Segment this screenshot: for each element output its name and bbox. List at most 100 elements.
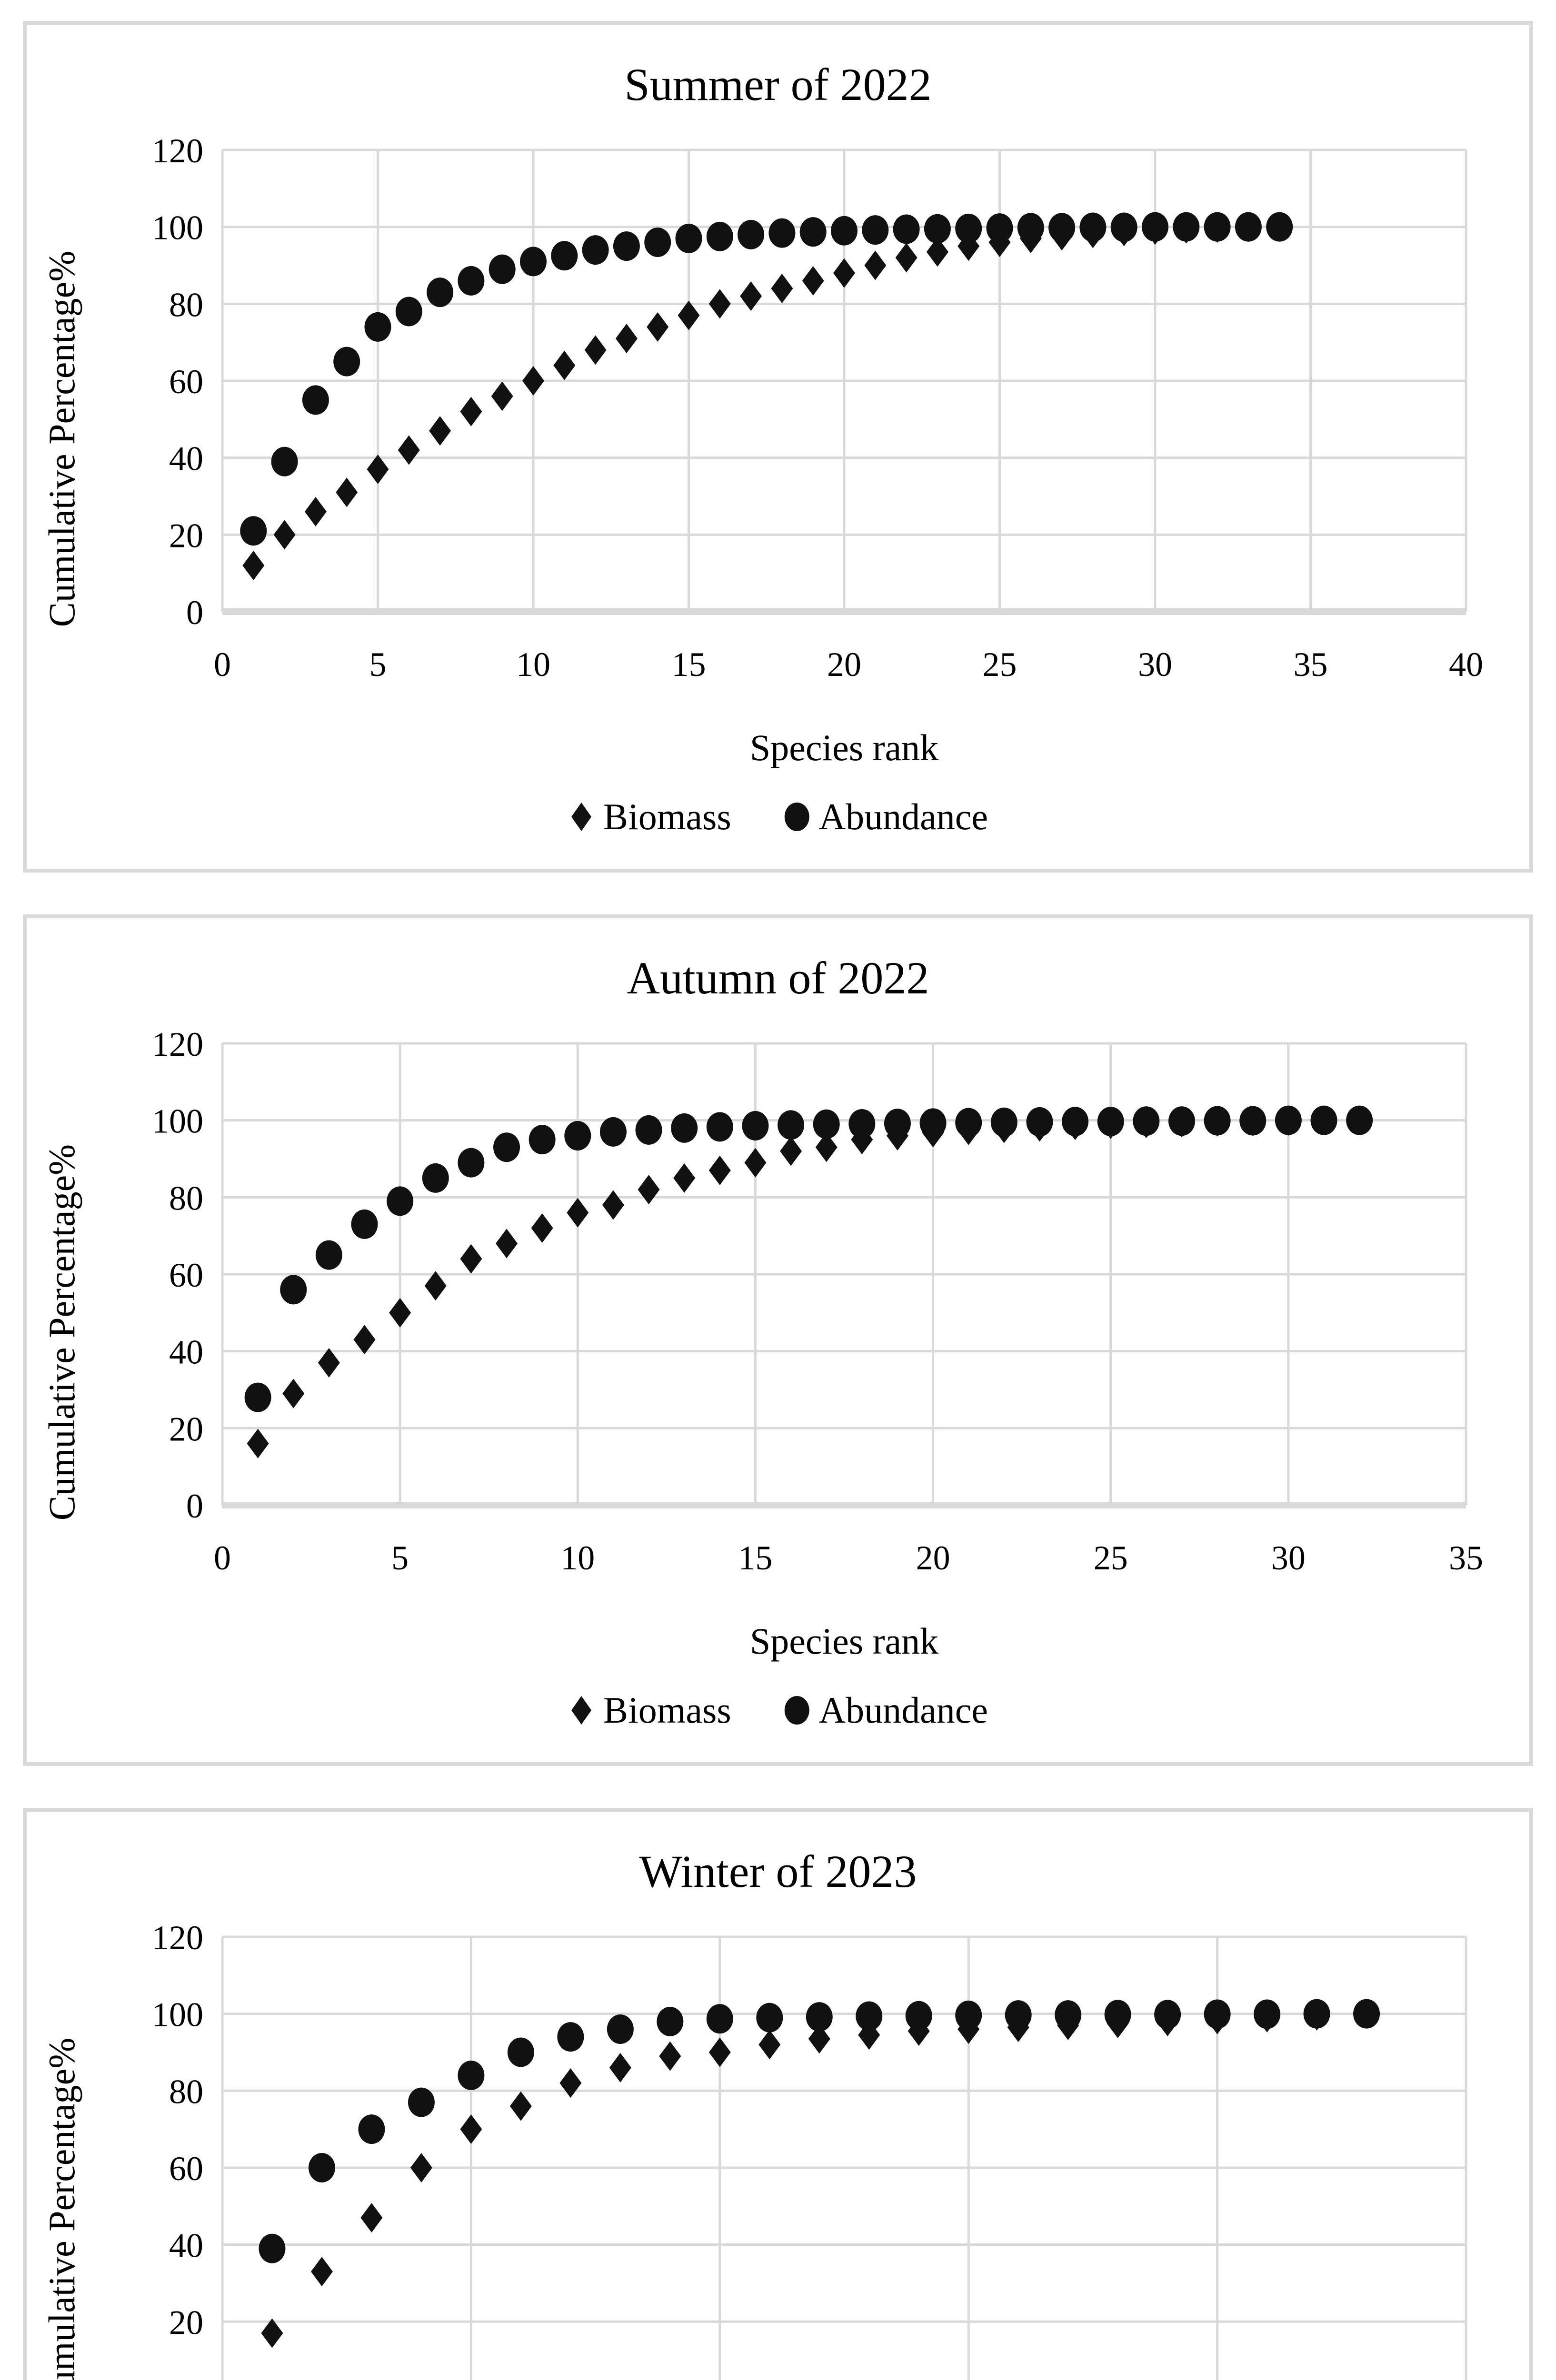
data-point-abundance: [1235, 212, 1262, 242]
data-point-biomass: [460, 397, 482, 426]
y-tick-label: 20: [169, 1410, 203, 1448]
x-axis-title: Species rank: [750, 727, 938, 768]
x-tick-label: 0: [214, 645, 231, 684]
data-point-abundance: [986, 213, 1013, 243]
data-point-abundance: [364, 312, 391, 342]
data-point-abundance: [302, 385, 329, 415]
data-point-biomass: [584, 335, 607, 365]
y-tick-label: 20: [169, 2303, 203, 2341]
data-point-abundance: [905, 2001, 932, 2031]
y-tick-label: 40: [169, 440, 203, 478]
data-point-biomass: [424, 1271, 447, 1301]
data-point-abundance: [884, 1109, 911, 1139]
y-tick-label: 60: [169, 1256, 203, 1294]
data-point-abundance: [778, 1110, 805, 1140]
data-point-biomass: [247, 1428, 269, 1458]
data-point-abundance: [1353, 1999, 1380, 2029]
data-point-abundance: [675, 223, 702, 253]
data-point-abundance: [607, 2014, 634, 2044]
data-point-abundance: [489, 254, 516, 284]
y-tick-label: 80: [169, 286, 203, 324]
data-point-abundance: [315, 1240, 342, 1270]
data-point-biomass: [318, 1348, 340, 1378]
data-point-abundance: [458, 1148, 485, 1178]
data-point-abundance: [742, 1111, 769, 1140]
data-point-biomass: [708, 1155, 731, 1185]
x-tick-label: 10: [560, 1539, 595, 1577]
x-tick-label: 30: [1138, 645, 1172, 684]
data-point-abundance: [1079, 212, 1107, 242]
legend-circle-icon: [784, 803, 809, 831]
data-point-abundance: [1048, 213, 1076, 243]
data-point-biomass: [509, 2091, 532, 2121]
legend-diamond-icon: [571, 1696, 592, 1725]
legend-diamond-icon: [571, 803, 592, 831]
data-point-biomass: [647, 312, 669, 342]
data-point-biomass: [353, 1325, 376, 1355]
data-point-biomass: [491, 381, 513, 411]
data-point-biomass: [851, 1125, 873, 1155]
autumn-2022-chart: Autumn of 2022 Cumulative Percentage% 0 2…: [41, 952, 1483, 1731]
data-point-abundance: [1133, 1106, 1160, 1136]
data-point-abundance: [240, 516, 267, 546]
data-point-biomass: [496, 1229, 518, 1259]
data-point-abundance: [259, 2233, 286, 2263]
data-point-abundance: [706, 2004, 733, 2034]
data-point-abundance: [1154, 2000, 1181, 2030]
data-point-abundance: [856, 2001, 883, 2031]
data-point-abundance: [333, 347, 360, 377]
data-point-abundance: [351, 1209, 378, 1239]
data-point-abundance: [458, 266, 485, 296]
data-point-abundance: [924, 214, 951, 244]
y-tick-label: 40: [169, 2227, 203, 2265]
data-point-abundance: [862, 215, 889, 245]
data-point-abundance: [1097, 1107, 1124, 1137]
data-point-biomass: [815, 1132, 838, 1162]
chart-title: Autumn of 2022: [627, 952, 929, 1003]
data-point-abundance: [1239, 1106, 1267, 1136]
y-tick-label: 0: [186, 594, 203, 632]
data-point-abundance: [813, 1109, 840, 1139]
legend-label-abundance: Abundance: [819, 1689, 988, 1731]
data-point-biomass: [522, 366, 544, 396]
data-point-abundance: [529, 1125, 556, 1155]
data-point-biomass: [559, 2068, 582, 2098]
data-point-biomass: [615, 324, 638, 354]
y-tick-label: 100: [152, 1996, 203, 2034]
winter-2023-chart: Winter of 2023 Cumulative Percentage% 02…: [41, 1846, 1467, 2380]
y-tick-label: 60: [169, 2150, 203, 2188]
y-axis-title: Cumulative Percentage%: [41, 2038, 82, 2380]
data-point-abundance: [1266, 212, 1293, 242]
data-point-abundance: [635, 1115, 662, 1145]
legend: Biomass Abundance: [571, 1689, 988, 1731]
data-point-biomass: [638, 1175, 660, 1205]
y-tick-label: 80: [169, 2073, 203, 2111]
data-point-abundance: [706, 1112, 733, 1142]
legend-label-biomass: Biomass: [603, 796, 731, 837]
data-point-abundance: [1173, 212, 1200, 242]
data-point-abundance: [427, 278, 454, 307]
x-tick-label: 30: [1271, 1539, 1306, 1577]
x-tick-label: 20: [916, 1539, 950, 1577]
x-tick-label: 10: [516, 645, 550, 684]
data-point-abundance: [1346, 1105, 1373, 1135]
data-point-abundance: [756, 2003, 783, 2033]
data-point-abundance: [422, 1163, 449, 1193]
x-tick-label: 25: [983, 645, 1017, 684]
data-point-abundance: [893, 214, 920, 244]
data-point-biomass: [567, 1198, 589, 1228]
x-axis-title: Species rank: [750, 1620, 938, 1662]
data-point-abundance: [1026, 1107, 1053, 1137]
data-point-abundance: [644, 228, 671, 257]
data-point-biomass: [609, 2053, 631, 2082]
data-point-biomass: [602, 1190, 624, 1220]
x-tick-label: 5: [391, 1539, 409, 1577]
data-point-abundance: [613, 231, 640, 261]
legend: Biomass Abundance: [571, 796, 988, 837]
data-point-biomass: [908, 2016, 930, 2046]
x-tick-label: 35: [1449, 1539, 1483, 1577]
data-point-abundance: [582, 235, 609, 265]
x-tick-label: 15: [672, 645, 706, 684]
data-point-biomass: [740, 281, 762, 311]
